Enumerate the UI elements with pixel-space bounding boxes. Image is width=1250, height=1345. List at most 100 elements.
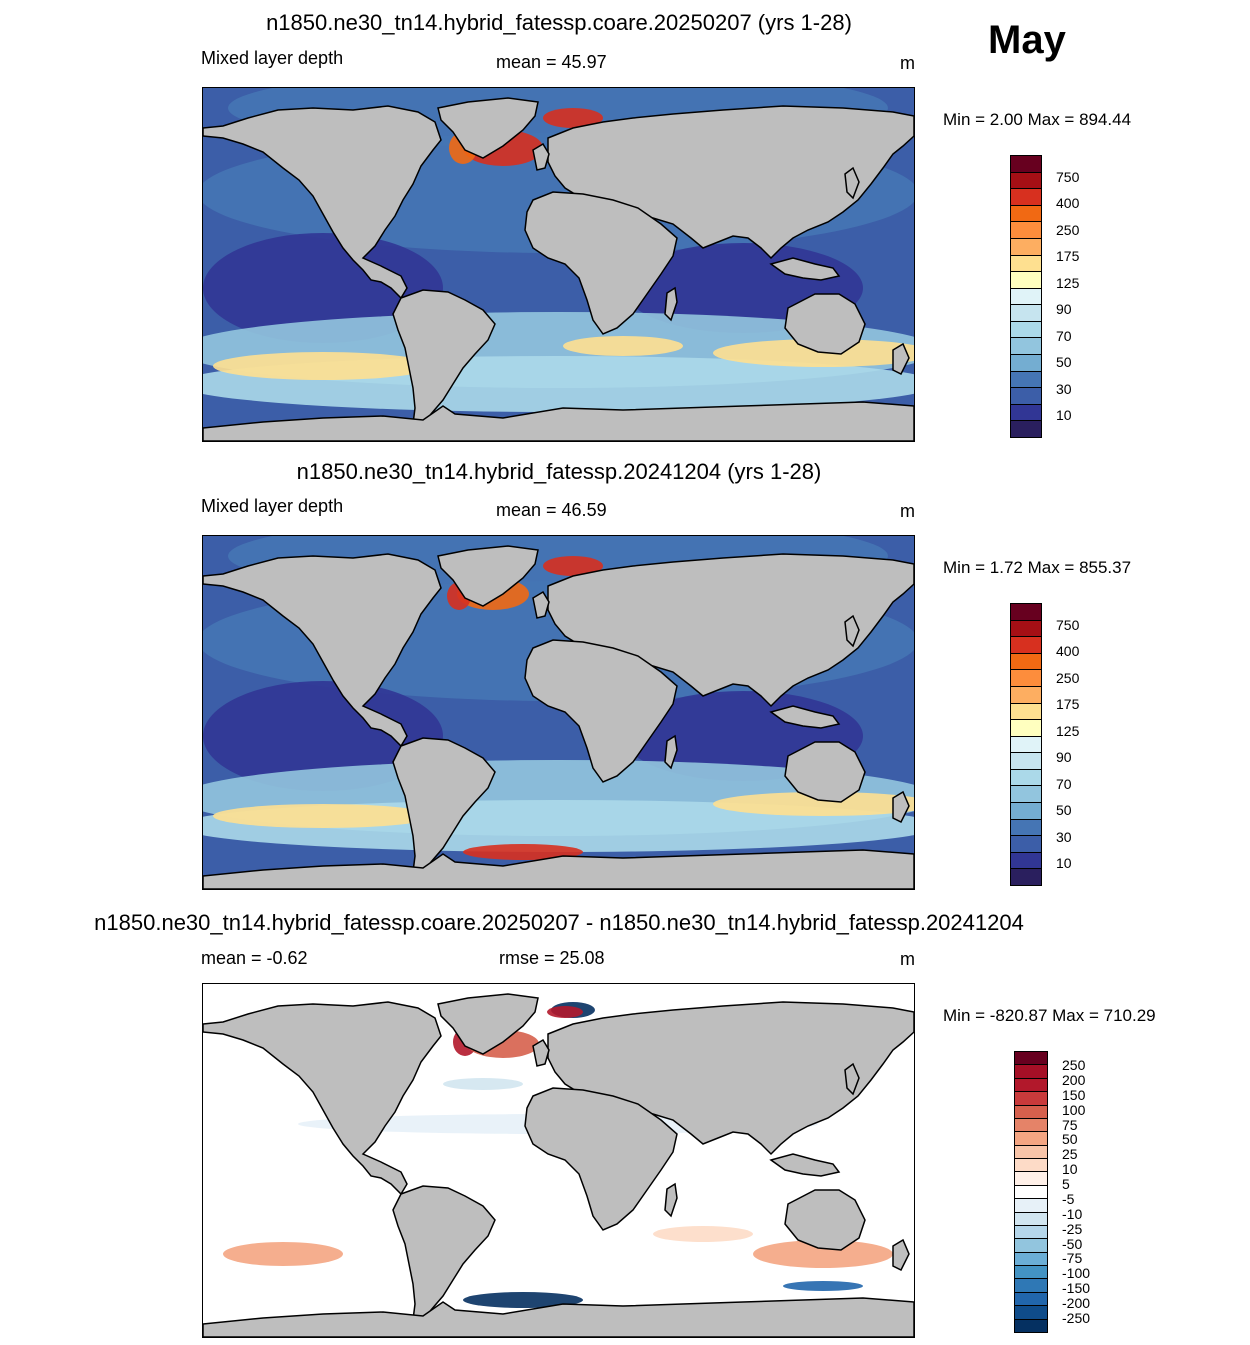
colorbar-swatch <box>1010 735 1042 754</box>
colorbar-swatch <box>1014 1144 1048 1160</box>
colorbar-label: 10 <box>1056 855 1072 872</box>
colorbar-label: 90 <box>1056 749 1072 766</box>
colorbar-swatch <box>1010 785 1042 804</box>
field-contour <box>563 336 683 356</box>
colorbar-label: 5 <box>1062 1176 1070 1193</box>
colorbar-swatch <box>1010 868 1042 886</box>
field-contour <box>713 339 914 367</box>
colorbar-label: 70 <box>1056 327 1072 344</box>
land-antarctica <box>203 849 914 889</box>
land-indonesia <box>769 705 841 729</box>
colorbar-label: 125 <box>1056 274 1080 291</box>
colorbar-swatch <box>1010 370 1042 389</box>
land-australia <box>784 1189 866 1251</box>
field-contour <box>223 1242 343 1266</box>
colorbar-label: 50 <box>1056 802 1072 819</box>
colorbar-label: 10 <box>1062 1161 1078 1178</box>
land-uk <box>532 1038 550 1067</box>
panel-2-units: m <box>900 501 915 521</box>
colorbar-label: 200 <box>1062 1071 1086 1088</box>
colorbar-swatch <box>1010 818 1042 837</box>
colorbar-label: 30 <box>1056 380 1072 397</box>
panel-1-mean-label: mean = 45.97 <box>496 52 607 72</box>
land-indonesia <box>769 1153 841 1177</box>
colorbar-swatch <box>1010 221 1042 239</box>
colorbar-label: -200 <box>1062 1295 1091 1311</box>
panel-1-title: n1850.ne30_tn14.hybrid_fatessp.coare.202… <box>266 10 852 35</box>
land-africa <box>524 191 678 335</box>
colorbar-swatch <box>1010 171 1042 190</box>
land-namerica <box>203 1001 442 1196</box>
colorbar-swatch <box>1014 1278 1048 1293</box>
land-antarctica <box>203 401 914 441</box>
colorbar-swatch <box>1014 1117 1048 1133</box>
colorbar-label: 50 <box>1056 354 1072 371</box>
colorbar-label: -10 <box>1062 1205 1083 1222</box>
colorbar-label: 150 <box>1062 1086 1086 1103</box>
colorbar-label: -75 <box>1062 1250 1083 1267</box>
colorbar-swatch <box>1014 1064 1048 1079</box>
colorbar-swatch <box>1014 1318 1048 1333</box>
panel-2-variable-label: Mixed layer depth <box>201 496 344 516</box>
colorbar-swatch <box>1010 685 1042 704</box>
field-contour <box>463 844 583 860</box>
colorbar-swatch <box>1010 387 1042 405</box>
field-contour <box>543 108 603 128</box>
colorbar-swatch <box>1010 320 1042 339</box>
colorbar-swatch <box>1014 1305 1048 1320</box>
panel-3-rmse-label: rmse = 25.08 <box>499 948 605 968</box>
land-samerica <box>392 737 496 877</box>
colorbar-swatch <box>1010 155 1042 173</box>
land-japan <box>844 614 860 648</box>
land-madagascar <box>664 286 678 322</box>
colorbar-swatch <box>1010 669 1042 687</box>
land-nz <box>892 1238 910 1272</box>
colorbar-swatch <box>1014 1265 1048 1280</box>
land-greenland <box>437 545 539 607</box>
colorbar-swatch <box>1010 337 1042 356</box>
field-contour <box>713 792 914 816</box>
colorbar-label: 175 <box>1056 248 1080 265</box>
colorbar-swatch <box>1014 1238 1048 1253</box>
panel-2-mean-label: mean = 46.59 <box>496 500 607 520</box>
colorbar-swatch <box>1010 403 1042 422</box>
colorbar-swatch <box>1014 1184 1048 1200</box>
land-namerica <box>203 553 442 748</box>
colorbar-swatch <box>1014 1104 1048 1119</box>
colorbar-swatch <box>1010 768 1042 787</box>
colorbar-label: -5 <box>1062 1190 1075 1207</box>
colorbar-swatch <box>1010 204 1042 223</box>
panel-2-title: n1850.ne30_tn14.hybrid_fatessp.20241204 … <box>296 459 822 484</box>
colorbar-label: 750 <box>1056 616 1080 633</box>
land-uk <box>532 142 550 171</box>
panel-2-map <box>202 535 915 890</box>
panel-1-colorbar: 750 400 250 175 125 90 70 50 30 10 <box>1010 155 1130 438</box>
colorbar-label: 750 <box>1056 168 1080 185</box>
colorbar-label: 250 <box>1062 1057 1086 1074</box>
land-madagascar <box>664 734 678 770</box>
colorbar-swatch <box>1014 1211 1048 1226</box>
colorbar-label: 70 <box>1056 775 1072 792</box>
colorbar-swatch <box>1010 652 1042 671</box>
field-contour <box>753 1240 893 1268</box>
panel-2-colorbar: 750 400 250 175 125 90 70 50 30 10 <box>1010 603 1130 886</box>
colorbar-label: 10 <box>1056 407 1072 424</box>
panel-1-minmax: Min = 2.00 Max = 894.44 <box>943 110 1132 129</box>
colorbar-swatch <box>1010 802 1042 820</box>
field-contour <box>443 1078 523 1090</box>
colorbar-label: 175 <box>1056 696 1080 713</box>
panel-1-units: m <box>900 53 915 73</box>
colorbar-label: -250 <box>1062 1309 1091 1326</box>
map-canvas <box>203 984 914 1337</box>
colorbar-swatch <box>1010 420 1042 438</box>
colorbar-label: 125 <box>1056 722 1080 739</box>
colorbar-label: 250 <box>1056 221 1080 238</box>
colorbar-swatch <box>1010 752 1042 770</box>
colorbar-swatch <box>1010 237 1042 256</box>
land-indonesia <box>769 257 841 281</box>
panel-2-minmax: Min = 1.72 Max = 855.37 <box>943 558 1132 577</box>
land-greenland <box>437 993 539 1055</box>
colorbar-swatch <box>1010 271 1042 289</box>
colorbar-swatch <box>1014 1131 1048 1146</box>
land-namerica <box>203 105 442 300</box>
